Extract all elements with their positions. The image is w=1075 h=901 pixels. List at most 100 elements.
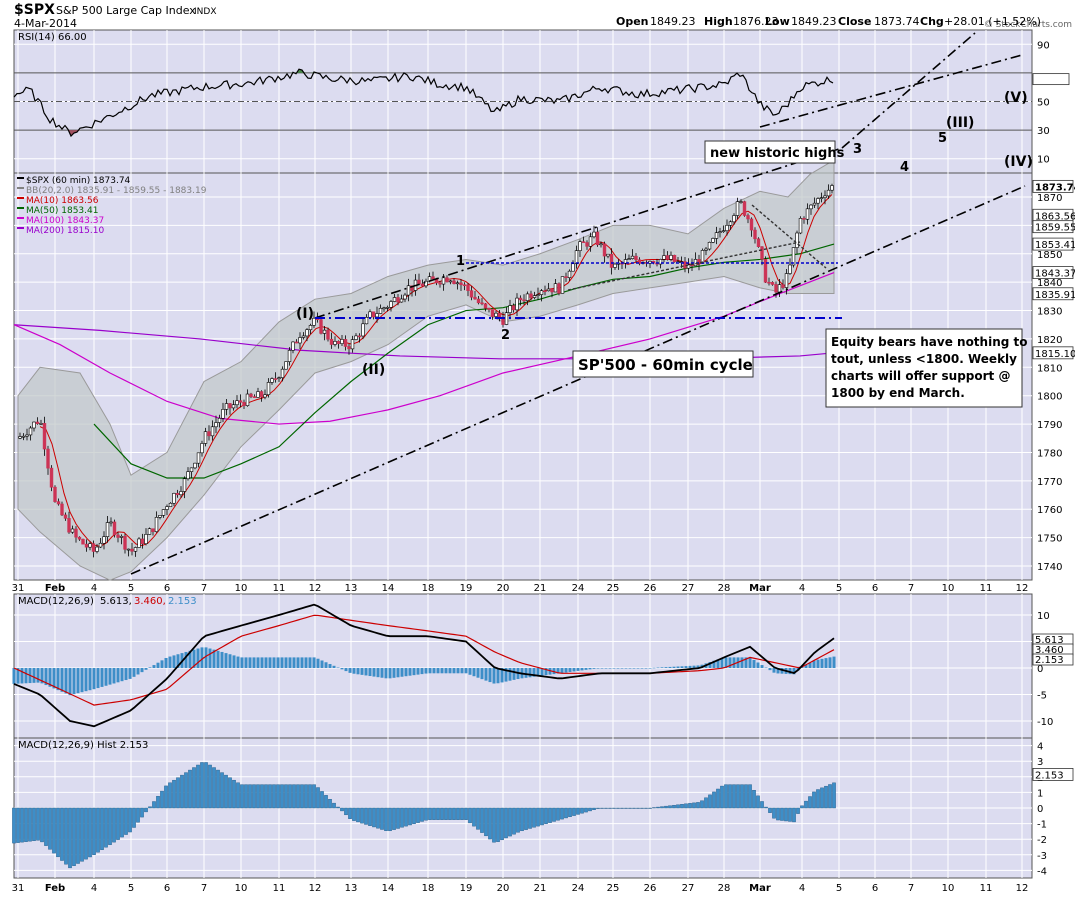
- candle-down: [487, 307, 491, 310]
- candle-up: [732, 215, 736, 223]
- candle-up: [98, 542, 103, 548]
- macd-hist-bar: [692, 665, 696, 668]
- hist-bar: [100, 807, 104, 850]
- hist-bar: [596, 807, 600, 809]
- macd-hist-bar: [744, 657, 748, 668]
- price-tick-label: 1800: [1037, 392, 1062, 403]
- candle-up: [546, 288, 551, 292]
- x-axis-label: 13: [345, 883, 358, 894]
- macd-line: [13, 603, 835, 728]
- candle-down: [550, 288, 554, 293]
- hist-bar: [552, 807, 556, 822]
- hist-bar: [820, 787, 824, 809]
- macd-hist-bar: [172, 655, 176, 668]
- annotations: new historic highs SP'500 - 60min cycle …: [296, 90, 1033, 408]
- macd-hist-bar: [296, 657, 300, 668]
- hist-bar: [688, 803, 692, 809]
- candle-up: [361, 323, 365, 337]
- macd-hist-bar: [108, 668, 112, 685]
- hist-bar: [524, 807, 528, 830]
- candle-up: [322, 329, 327, 334]
- macd-badge: 3.460: [1035, 645, 1064, 656]
- macd-hist-bar: [524, 668, 528, 678]
- candle-down: [238, 400, 243, 403]
- x-axis-label: 20: [497, 583, 510, 594]
- macd-hist-bar: [20, 668, 24, 684]
- macd-layer: [12, 603, 836, 728]
- candle-down: [319, 319, 323, 334]
- wave-i: (I): [296, 306, 314, 322]
- macd-hist-bar: [752, 659, 756, 668]
- chart-date: 4-Mar-2014: [14, 17, 77, 30]
- macd-hist-bar: [60, 668, 64, 692]
- candle-up: [263, 394, 267, 398]
- macd-panel: [13, 593, 1033, 739]
- macd-hist-bar: [372, 668, 376, 677]
- exchange: INDX: [194, 7, 216, 17]
- hist-bar: [744, 784, 748, 809]
- candle-up: [70, 528, 75, 533]
- candle-up: [819, 197, 824, 199]
- hist-bar: [288, 784, 292, 809]
- macd-hist-bar: [476, 668, 480, 678]
- hist-bar: [16, 807, 20, 843]
- x-axis-label: 6: [164, 883, 170, 894]
- candle-up: [735, 201, 740, 216]
- wedge-upper: [751, 204, 827, 269]
- candle-up: [532, 295, 537, 298]
- high-label: High: [704, 15, 733, 28]
- candle-down: [249, 393, 253, 397]
- x-axis-label: 7: [908, 583, 914, 594]
- price-tick-label: 1870: [1037, 193, 1062, 204]
- hist-bar: [436, 807, 440, 820]
- macd-hist-bar: [348, 668, 352, 673]
- legend-swatch: [17, 227, 24, 229]
- candle-down: [35, 421, 40, 424]
- candle-down: [672, 254, 677, 263]
- macd-hist-bar: [48, 668, 52, 687]
- rsi-tick-label: 90: [1037, 40, 1050, 51]
- candle-up: [662, 255, 666, 260]
- candle-down: [802, 218, 806, 220]
- hist-bar: [608, 807, 612, 809]
- x-axis-label: 12: [1016, 583, 1029, 594]
- macd-hist-bar: [444, 668, 448, 674]
- comment-line-1: Equity bears have nothing to: [831, 335, 1028, 349]
- hist-bar: [428, 807, 432, 820]
- candle-down: [336, 341, 341, 344]
- macd-hist-bar: [416, 668, 420, 675]
- candle-up: [217, 417, 222, 423]
- wave-ii: (II): [362, 362, 385, 378]
- macd-hist-bar: [468, 668, 472, 675]
- macd-hist-bar: [548, 668, 552, 675]
- macd-hist-bar: [440, 668, 444, 674]
- hist-bar: [412, 807, 416, 824]
- macd-hist-bar: [452, 668, 456, 674]
- x-axis-label: Feb: [45, 583, 65, 594]
- candle-up: [210, 426, 215, 437]
- candle-up: [441, 277, 446, 285]
- macd-hist-bar: [132, 668, 136, 677]
- hist-bar: [808, 796, 812, 809]
- candle-up: [333, 341, 337, 345]
- legend-entry: MA(10) 1863.56: [26, 196, 99, 206]
- hist-bar: [448, 807, 452, 820]
- macd-hist-bar: [628, 668, 632, 669]
- hist-bar: [568, 807, 572, 817]
- candle-up: [245, 393, 250, 406]
- macd-hist-bar: [288, 657, 292, 668]
- hist-bar: [236, 782, 240, 809]
- close-value: 1873.74: [874, 15, 920, 28]
- candle-down: [585, 242, 589, 247]
- legend-swatch: [17, 187, 24, 189]
- macd-hist-bar: [592, 668, 596, 669]
- hist-bar: [532, 807, 536, 828]
- hist-bar: [156, 796, 160, 809]
- hist-bar: [460, 807, 464, 820]
- hist-bar: [252, 784, 256, 809]
- x-axis-label: 31: [12, 883, 25, 894]
- macd-hist-bar: [488, 668, 492, 683]
- candle-down: [480, 302, 484, 305]
- x-axis-label: 18: [422, 583, 435, 594]
- hist-bar: [264, 784, 268, 809]
